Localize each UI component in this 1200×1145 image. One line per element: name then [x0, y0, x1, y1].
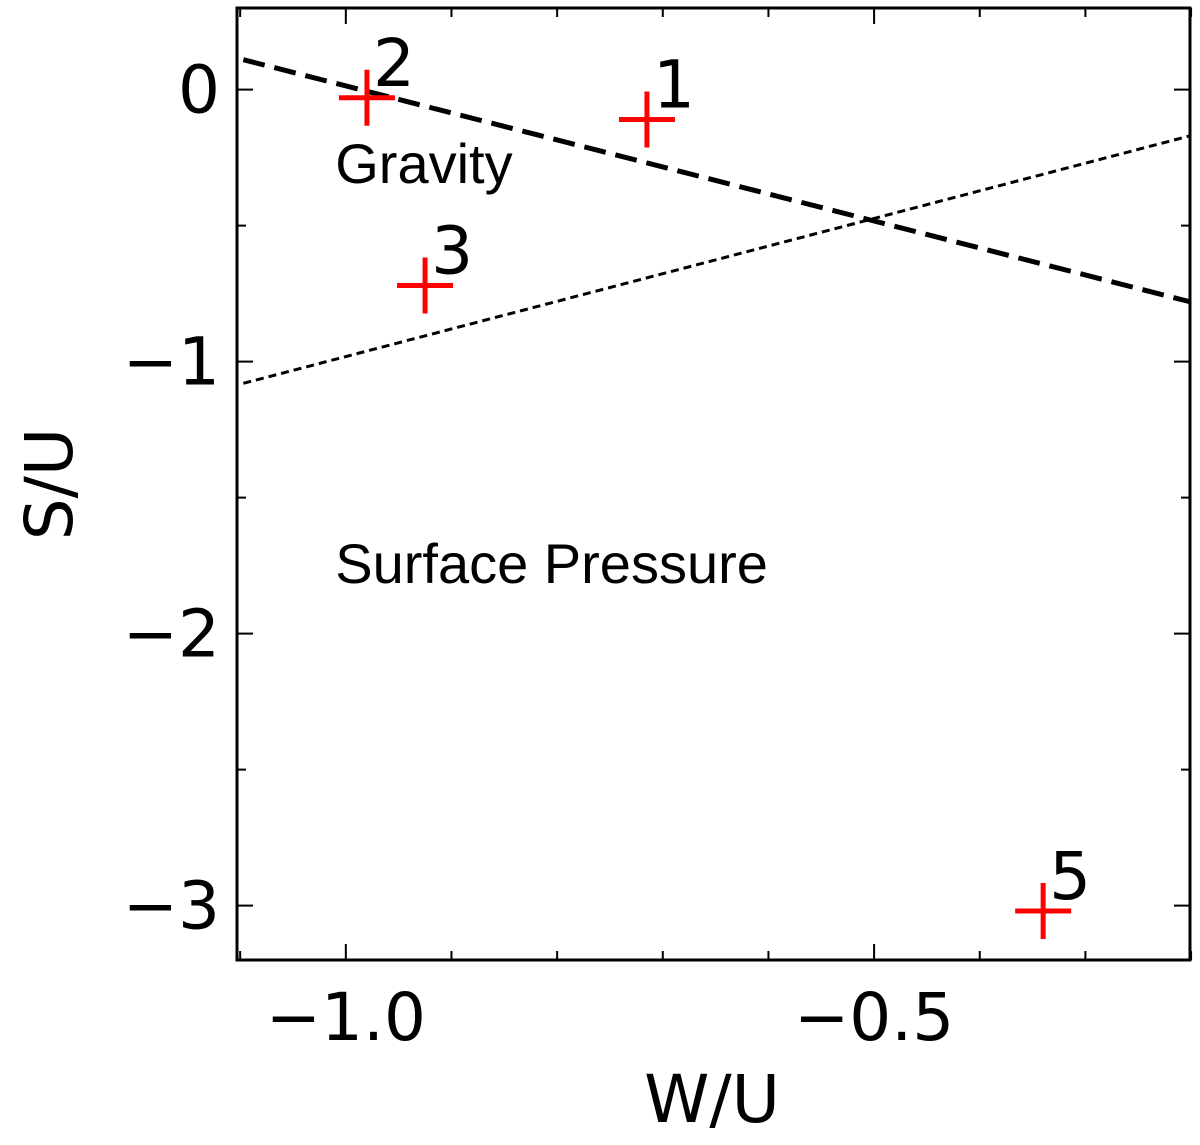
- y-tick-label: −3: [123, 868, 220, 945]
- region-annotations: Gravity Surface Pressure: [335, 132, 768, 595]
- point-label: 1: [653, 47, 695, 124]
- point-label: 5: [1049, 838, 1091, 915]
- dashed-boundary-line: [242, 57, 1191, 305]
- point-marker: [338, 69, 395, 126]
- reference-lines: [242, 57, 1191, 385]
- dotted-boundary-line: [242, 134, 1191, 385]
- point-label: 2: [373, 25, 415, 102]
- axis-ticks: [237, 8, 1193, 960]
- point-label: 3: [431, 212, 473, 289]
- data-points: 2 1 3 5: [338, 25, 1091, 940]
- y-axis-label: S/U: [11, 428, 88, 540]
- plot-frame: [235, 6, 1192, 962]
- y-tick-label: −2: [123, 596, 220, 673]
- x-axis-label: W/U: [644, 1061, 780, 1138]
- y-tick-label: 0: [178, 52, 220, 129]
- x-tick-label: −1.0: [266, 979, 426, 1056]
- annotation-surface-pressure: Surface Pressure: [335, 532, 768, 595]
- y-tick-labels: 0 −1 −2 −3: [123, 52, 220, 945]
- annotation-gravity: Gravity: [335, 132, 512, 195]
- point-marker: [397, 257, 454, 314]
- x-tick-label: −0.5: [794, 979, 954, 1056]
- y-tick-label: −1: [123, 324, 220, 401]
- x-tick-labels: −1.0 −0.5: [266, 979, 955, 1056]
- point-marker: [1015, 883, 1072, 940]
- point-marker: [618, 91, 675, 148]
